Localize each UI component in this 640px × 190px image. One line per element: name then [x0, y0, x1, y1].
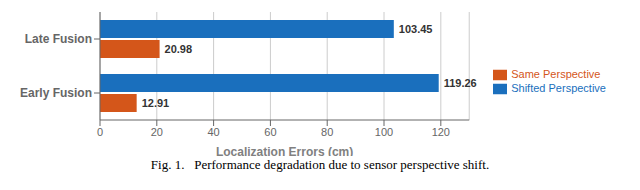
- svg-text:100: 100: [375, 126, 393, 138]
- html-text:Shifted Perspective: Shifted Perspective: [511, 82, 606, 94]
- svg-text:40: 40: [207, 126, 219, 138]
- svg-text:103.45: 103.45: [399, 23, 433, 35]
- html-text:Same Perspective: Same Perspective: [511, 67, 601, 80]
- svg-text:12.91: 12.91: [142, 97, 170, 109]
- svg-text:Localization Errors (cm): Localization Errors (cm): [216, 145, 353, 156]
- svg-text:Late Fusion: Late Fusion: [25, 32, 92, 46]
- svg-text:0: 0: [97, 126, 103, 138]
- svg-text:120: 120: [432, 126, 450, 138]
- svg-text:20.98: 20.98: [165, 43, 193, 55]
- svg-text:20: 20: [151, 126, 163, 138]
- html-text:Fig. 1. Performance degradatio: Fig. 1. Performance degradation due to s…: [150, 157, 490, 172]
- svg-text:80: 80: [321, 126, 333, 138]
- svg-text:60: 60: [264, 126, 276, 138]
- svg-text:Early Fusion: Early Fusion: [20, 86, 92, 100]
- svg-text:119.26: 119.26: [444, 77, 477, 89]
